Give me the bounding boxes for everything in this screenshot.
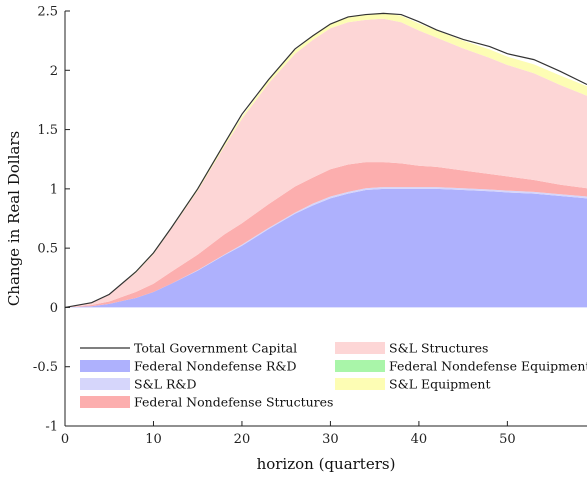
- y-ticks: -1 -0.5 0 0.5 1 1.5 2 2.5: [33, 5, 70, 435]
- legend-swatch: [80, 378, 130, 390]
- total-government-capital-line: [64, 12, 587, 309]
- legend-label: Federal Nondefense Equipment: [389, 359, 587, 374]
- y-tick-label: 2: [50, 64, 58, 79]
- legend-entry-sandl-randd: S&L R&D: [80, 377, 197, 392]
- y-axis-title: Change in Real Dollars: [5, 131, 23, 306]
- area-federal-nondefense-randd: [65, 188, 587, 308]
- axes: -1 -0.5 0 0.5 1 1.5 2 2.5 0 10 20 30 40 50: [33, 5, 587, 447]
- x-tick-label: 10: [145, 432, 162, 447]
- x-tick-label: 50: [499, 432, 516, 447]
- x-tick-label: 20: [234, 432, 251, 447]
- x-ticks: 0 10 20 30 40 50: [61, 421, 516, 447]
- legend-entry-sandl-equipment: S&L Equipment: [335, 377, 490, 392]
- y-tick-label: -0.5: [33, 360, 58, 375]
- y-tick-label: 0.5: [37, 242, 58, 257]
- area-federal-nondefense-structures: [65, 162, 587, 308]
- legend-entry-federal-nondefense-randd: Federal Nondefense R&D: [80, 359, 297, 374]
- legend-label: Federal Nondefense R&D: [134, 359, 297, 374]
- legend-label: S&L R&D: [134, 377, 197, 392]
- y-tick-label: 2.5: [37, 5, 58, 20]
- y-tick-label: -1: [45, 420, 58, 435]
- y-tick-label: 1.5: [37, 123, 58, 138]
- legend-label: S&L Equipment: [389, 377, 490, 392]
- legend-swatch: [335, 360, 385, 372]
- legend-swatch: [80, 396, 130, 408]
- x-tick-label: 40: [411, 432, 428, 447]
- total-line-layer: [64, 12, 587, 309]
- legend-label: Total Government Capital: [134, 341, 297, 356]
- x-axis-title: horizon (quarters): [257, 455, 396, 473]
- stacked-areas: [65, 12, 587, 308]
- x-tick-label: 30: [322, 432, 339, 447]
- legend-entry-total-government-capital: Total Government Capital: [80, 341, 297, 356]
- legend-label: S&L Structures: [389, 341, 488, 356]
- legend-entry-federal-nondefense-equipment: Federal Nondefense Equipment: [335, 359, 587, 374]
- legend-swatch: [335, 378, 385, 390]
- x-tick-label: 0: [61, 432, 69, 447]
- y-tick-label: 0: [50, 301, 58, 316]
- y-tick-label: 1: [50, 182, 58, 197]
- legend-swatch: [335, 342, 385, 354]
- legend-label: Federal Nondefense Structures: [134, 395, 333, 410]
- legend-swatch: [80, 360, 130, 372]
- legend: Total Government Capital S&L Structures Fe…: [80, 341, 587, 410]
- area-sandl-structures: [65, 18, 587, 308]
- legend-entry-federal-nondefense-structures: Federal Nondefense Structures: [80, 395, 333, 410]
- legend-entry-sandl-structures: S&L Structures: [335, 341, 488, 356]
